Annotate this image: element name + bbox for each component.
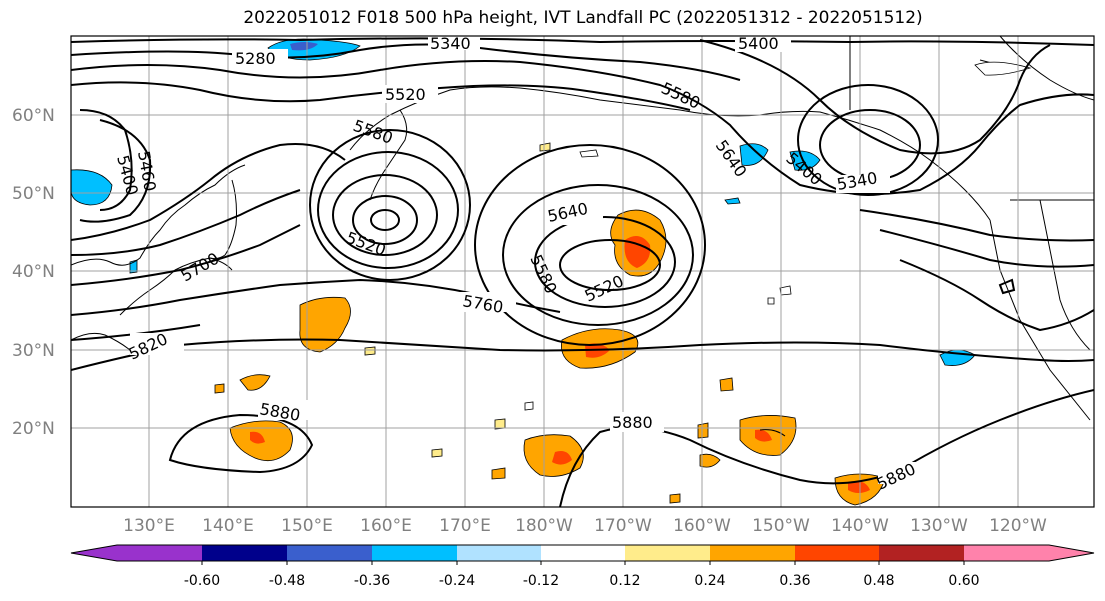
colorbar-tick-label: 0.12 <box>609 573 640 589</box>
latitude-labels: 60°N 50°N 40°N 30°N 20°N <box>12 106 55 439</box>
colorbar-tick-label: -0.24 <box>439 573 475 589</box>
colorbar-high-extend <box>1049 545 1094 561</box>
lon-label: 180°W <box>515 516 573 536</box>
colorbar-segment <box>795 545 879 561</box>
height-contours <box>71 37 1094 507</box>
lon-label: 150°W <box>752 516 810 536</box>
colorbar-tick-label: -0.60 <box>184 573 220 589</box>
lon-label: 160°E <box>360 516 412 536</box>
colorbar-segment <box>879 545 964 561</box>
lon-label: 130°W <box>910 516 968 536</box>
contour-label: 5880 <box>612 413 653 432</box>
colorbar-tick-label: -0.48 <box>269 573 305 589</box>
graticule <box>71 36 1094 507</box>
map-title: 2022051012 F018 500 hPa height, IVT Land… <box>243 8 923 28</box>
colorbar-outline <box>70 544 1095 562</box>
contour-label: 5520 <box>385 85 426 104</box>
colorbar-tick-label: 0.60 <box>948 573 979 589</box>
lat-label: 30°N <box>12 341 55 361</box>
lat-label: 20°N <box>12 419 55 439</box>
colorbar-segment <box>625 545 710 561</box>
map-frame <box>70 35 1095 508</box>
colorbar-low-extend <box>71 545 117 561</box>
lat-label: 60°N <box>12 106 55 126</box>
colorbar-segment <box>964 545 1049 561</box>
colorbar-segment <box>287 545 372 561</box>
lon-label: 120°W <box>989 516 1047 536</box>
colorbar-segment <box>202 545 287 561</box>
colorbar: -0.60 -0.48 -0.36 -0.24 -0.12 0.12 0.24 … <box>70 544 1095 589</box>
lon-label: 140°E <box>202 516 254 536</box>
lon-label: 160°W <box>673 516 731 536</box>
colorbar-tick-label: 0.48 <box>863 573 894 589</box>
colorbar-tick-label: 0.36 <box>779 573 810 589</box>
colorbar-segment <box>372 545 457 561</box>
lon-label: 140°W <box>831 516 889 536</box>
colorbar-tick-label: 0.24 <box>694 573 725 589</box>
contour-label: 5340 <box>430 34 471 53</box>
colorbar-segment <box>710 545 795 561</box>
lon-label: 170°W <box>594 516 652 536</box>
colorbar-tick-label: -0.12 <box>523 573 559 589</box>
lon-label: 130°E <box>123 516 175 536</box>
islands <box>524 61 1032 411</box>
lat-label: 40°N <box>12 262 55 282</box>
colorbar-segment <box>541 545 625 561</box>
lon-label: 150°E <box>281 516 333 536</box>
lon-label: 170°E <box>439 516 491 536</box>
colorbar-segment <box>117 545 202 561</box>
colorbar-tick-label: -0.36 <box>354 573 390 589</box>
lat-label: 50°N <box>12 184 55 204</box>
longitude-labels: 130°E 140°E 150°E 160°E 170°E 180°W 170°… <box>123 516 1047 536</box>
contour-label: 5280 <box>235 49 276 68</box>
colorbar-segment <box>457 545 541 561</box>
contour-label: 5400 <box>738 34 779 53</box>
